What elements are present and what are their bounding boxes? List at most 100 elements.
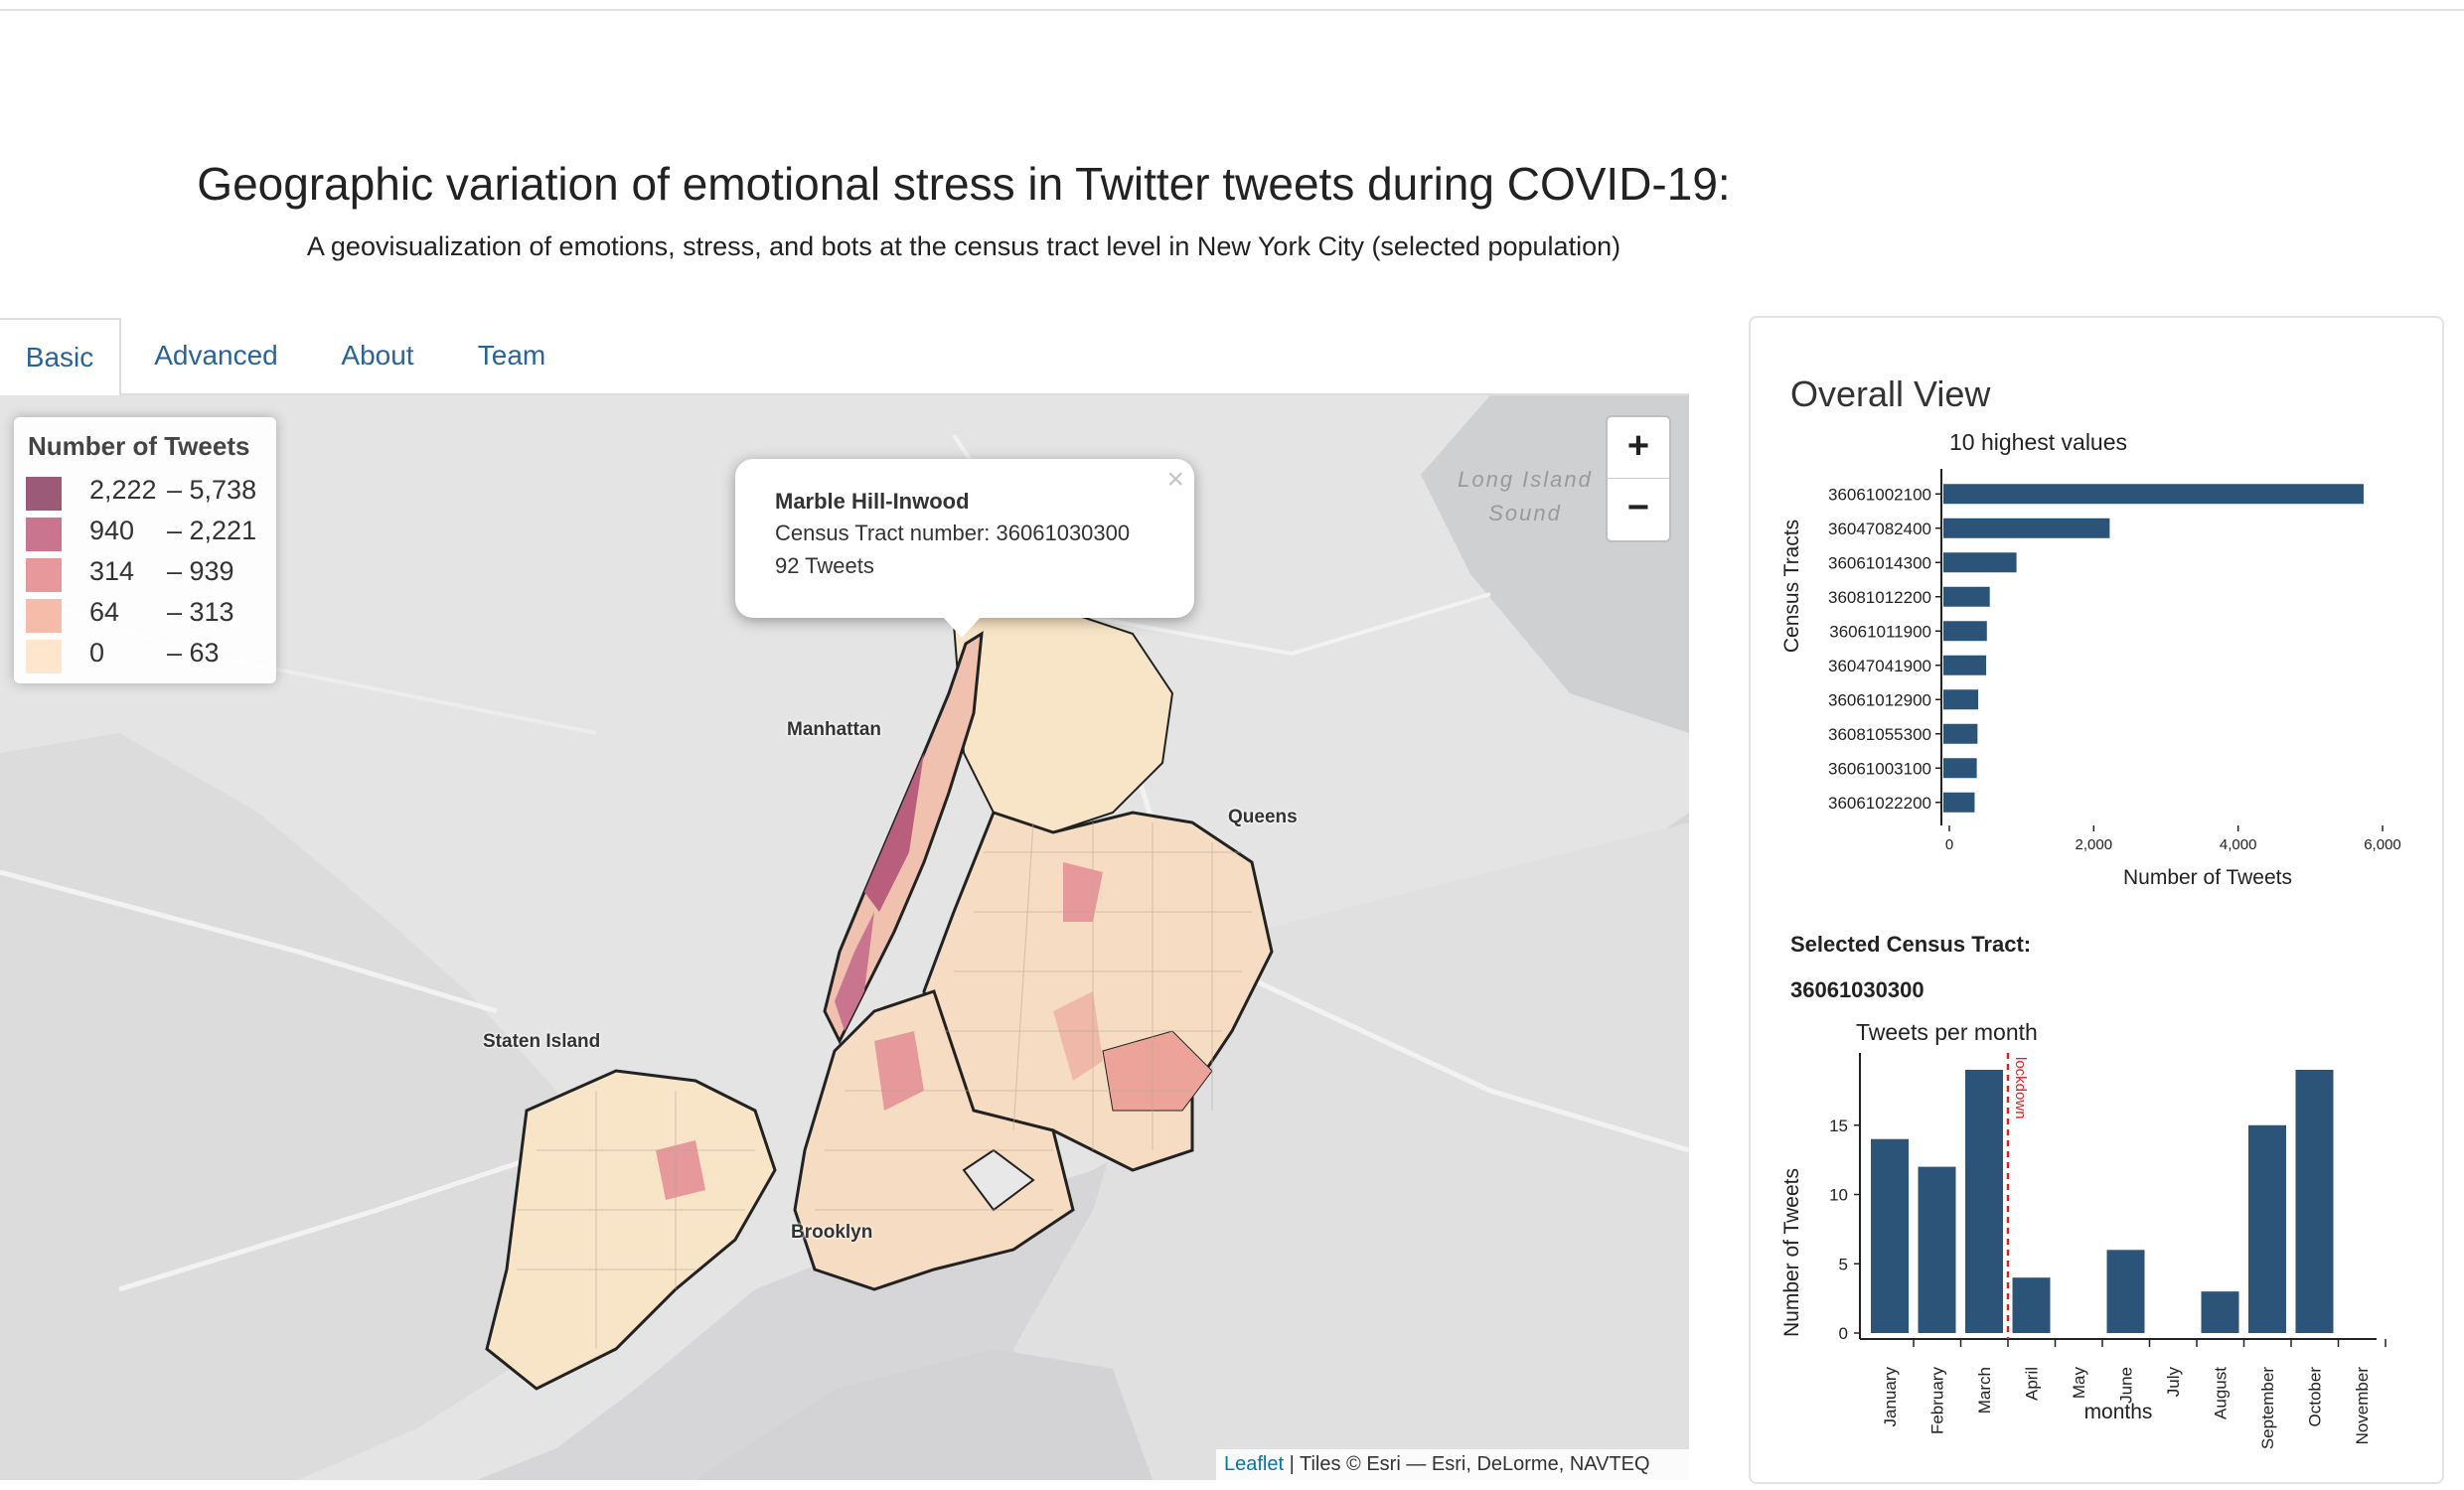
y-tick-label: 10: [1829, 1186, 1848, 1205]
x-tick-label: March: [1975, 1367, 1994, 1414]
y-tick-label: 36061011900: [1829, 622, 1931, 641]
legend-row: 2,222 – 5,738: [26, 475, 274, 511]
leaflet-link[interactable]: Leaflet: [1224, 1453, 1285, 1475]
x-tick-label: February: [1928, 1367, 1947, 1435]
legend-swatch: [26, 518, 62, 551]
tab-advanced[interactable]: Advanced: [154, 340, 278, 371]
y-tick-label: 36061014300: [1828, 553, 1931, 572]
x-tick-label: 2,000: [2076, 836, 2113, 853]
bar: [1943, 586, 1990, 607]
legend-swatch: [26, 599, 62, 633]
bar: [1871, 1138, 1909, 1333]
tab-team[interactable]: Team: [477, 340, 546, 371]
bar: [1943, 518, 2110, 538]
y-tick-label: 36061002100: [1828, 485, 1931, 504]
tab-about[interactable]: About: [341, 340, 414, 371]
legend-row: 0 – 63: [26, 638, 274, 673]
top-tracts-chart-title: 10 highest values: [1949, 429, 2128, 455]
popup-tract-number: Census Tract number: 36061030300: [775, 521, 1131, 545]
label-manhattan: Manhattan: [787, 719, 881, 740]
x-tick-label: October: [2306, 1367, 2325, 1427]
legend-title: Number of Tweets: [28, 431, 250, 461]
legend-row: 314 – 939: [26, 556, 274, 592]
map-view[interactable]: Number of Tweets 2,222 – 5,738 940 – 2,2…: [0, 395, 1689, 1480]
bar: [1943, 484, 2364, 505]
tab-basic[interactable]: Basic: [0, 318, 121, 399]
map-attribution: Leaflet | Tiles © Esri — Esri, DeLorme, …: [1216, 1449, 1697, 1480]
y-tick-label: 36081055300: [1828, 725, 1931, 744]
legend-swatch: [26, 640, 62, 673]
x-tick-label: January: [1881, 1367, 1900, 1427]
legend-range-high: – 2,221: [167, 516, 257, 545]
label-long-island: Long Island: [1458, 467, 1593, 492]
bar: [1943, 552, 2017, 573]
legend-range-low: 0: [89, 638, 105, 668]
zoom-in-button[interactable]: +: [1626, 425, 1650, 467]
legend-range-low: 314: [89, 556, 135, 586]
popup-neighborhood: Marble Hill-Inwood: [775, 489, 970, 514]
monthly-y-label: Number of Tweets: [1780, 1167, 1803, 1338]
y-tick-label: 36081012200: [1828, 588, 1931, 607]
overall-view-panel: Overall View 10 highest values 360610021…: [1749, 316, 2444, 1484]
x-tick-label: 0: [1945, 836, 1953, 853]
y-tick-label: 0: [1839, 1324, 1848, 1343]
legend-row: 64 – 313: [26, 597, 274, 633]
y-tick-label: 5: [1839, 1255, 1848, 1273]
bar: [1943, 723, 1978, 744]
y-tick-label: 36061022200: [1828, 794, 1931, 813]
panel-title: Overall View: [1790, 373, 1991, 414]
selected-tract-value: 36061030300: [1790, 977, 1925, 1002]
map-tiles: [0, 395, 1689, 1480]
x-tick-label: 4,000: [2220, 836, 2257, 853]
popup-tweet-count: 92 Tweets: [775, 553, 874, 578]
bar: [2248, 1124, 2286, 1333]
label-brooklyn: Brooklyn: [791, 1222, 873, 1243]
bar: [2201, 1291, 2239, 1333]
x-tick-label: June: [2117, 1367, 2136, 1404]
map-legend: Number of Tweets 2,222 – 5,738 940 – 2,2…: [14, 417, 276, 683]
y-tick-label: 15: [1829, 1117, 1848, 1135]
legend-swatch: [26, 477, 62, 511]
bar: [1965, 1069, 2003, 1333]
monthly-tweets-chart: 0 5 10 15 January February March April May June Ju…: [1829, 1053, 2387, 1449]
page-subtitle: A geovisualization of emotions, stress, …: [306, 231, 1621, 261]
bar: [1943, 621, 1987, 642]
legend-range-high: – 313: [167, 597, 234, 627]
legend-range-low: 940: [89, 516, 135, 545]
bar: [2012, 1277, 2051, 1333]
legend-range-high: – 5,738: [167, 475, 257, 505]
y-tick-label: 36047082400: [1828, 520, 1931, 538]
x-tick-label: August: [2212, 1367, 2231, 1419]
top-tracts-chart: 36061002100 36047082400 36061014300 3608101…: [1828, 469, 2401, 853]
popup-close-icon[interactable]: ×: [1166, 463, 1184, 496]
zoom-divider: [1608, 478, 1669, 479]
tab-bar: Basic Advanced About Team: [0, 318, 1689, 399]
x-tick-label: November: [2353, 1367, 2372, 1445]
selected-tract-label: Selected Census Tract:: [1790, 932, 2032, 957]
legend-range-low: 64: [89, 597, 120, 627]
y-tick-label: 36047041900: [1828, 657, 1931, 675]
x-tick-label: September: [2258, 1367, 2277, 1449]
bar: [1943, 689, 1979, 710]
zoom-out-button[interactable]: −: [1626, 487, 1650, 528]
monthly-chart-title: Tweets per month: [1856, 1019, 2038, 1045]
legend-swatch: [26, 558, 62, 592]
x-tick-label: April: [2023, 1367, 2042, 1401]
legend-range-high: – 63: [167, 638, 220, 668]
attribution-text: | Tiles © Esri — Esri, DeLorme, NAVTEQ: [1284, 1453, 1650, 1475]
bar: [1943, 792, 1975, 813]
page-title: Geographic variation of emotional stress…: [197, 158, 1731, 210]
legend-row: 940 – 2,221: [26, 516, 274, 551]
top-border: [0, 9, 2464, 11]
label-queens: Queens: [1228, 807, 1298, 827]
label-staten-island: Staten Island: [483, 1031, 601, 1052]
bar: [1918, 1166, 1956, 1333]
x-tick-label: 6,000: [2364, 836, 2401, 853]
bar: [1943, 758, 1977, 779]
bar: [1943, 655, 1987, 675]
lockdown-label: lockdown: [2012, 1057, 2029, 1119]
zoom-control: + −: [1606, 415, 1671, 542]
legend-range-low: 2,222: [89, 475, 157, 505]
x-tick-label: May: [2070, 1367, 2088, 1400]
tab-bar-divider: [121, 393, 1689, 395]
